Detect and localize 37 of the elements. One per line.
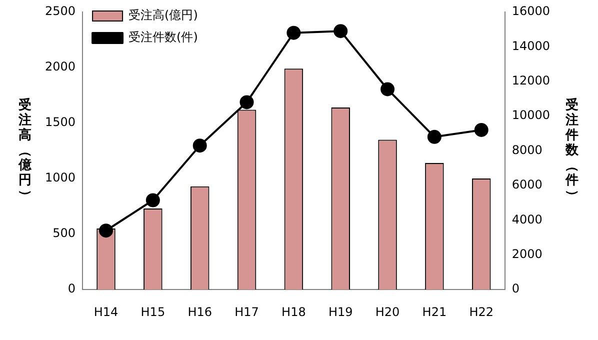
x-tick-label: H22 bbox=[469, 304, 494, 319]
y2-tick-label: 10000 bbox=[512, 108, 550, 122]
y2-tick-label: 14000 bbox=[512, 38, 550, 53]
y-tick-label: 2500 bbox=[44, 4, 76, 18]
y-tick-label: 2000 bbox=[44, 60, 76, 74]
point bbox=[334, 24, 348, 38]
x-tick-label: H21 bbox=[422, 304, 447, 319]
x-tick-label: H20 bbox=[375, 304, 400, 319]
y-tick-label: 1500 bbox=[44, 115, 76, 130]
y2-tick-label: 12000 bbox=[512, 74, 550, 88]
x-tick-label: H19 bbox=[328, 304, 353, 319]
legend-label: 受注高(億円) bbox=[128, 8, 198, 22]
x-tick-label: H17 bbox=[234, 304, 259, 319]
x-tick-label: H15 bbox=[140, 304, 166, 319]
y2-tick-label: 0 bbox=[512, 282, 520, 296]
y-tick-label: 0 bbox=[68, 282, 76, 296]
y2-tick-label: 16000 bbox=[512, 4, 550, 18]
point bbox=[286, 26, 301, 40]
point bbox=[146, 193, 160, 208]
point bbox=[474, 122, 488, 137]
point bbox=[99, 224, 113, 238]
y2-axis-title: 受注件数（件） bbox=[564, 97, 580, 202]
y2-tick-label: 6000 bbox=[512, 178, 542, 192]
y2-tick-label: 8000 bbox=[512, 142, 542, 157]
legend-label: 受注件数(件) bbox=[128, 30, 198, 44]
point bbox=[192, 138, 207, 153]
y-tick-label: 1000 bbox=[44, 170, 76, 185]
y2-tick-label: 4000 bbox=[512, 212, 542, 226]
point bbox=[240, 95, 254, 110]
x-tick-label: H18 bbox=[282, 304, 306, 319]
y-axis-title: 受注高（億円） bbox=[18, 97, 33, 202]
y-tick-label: 500 bbox=[52, 226, 76, 240]
point bbox=[380, 82, 395, 96]
y2-tick-label: 2000 bbox=[512, 247, 542, 262]
x-tick-label: H14 bbox=[94, 304, 118, 319]
point bbox=[427, 130, 442, 144]
x-tick-label: H16 bbox=[188, 304, 212, 319]
